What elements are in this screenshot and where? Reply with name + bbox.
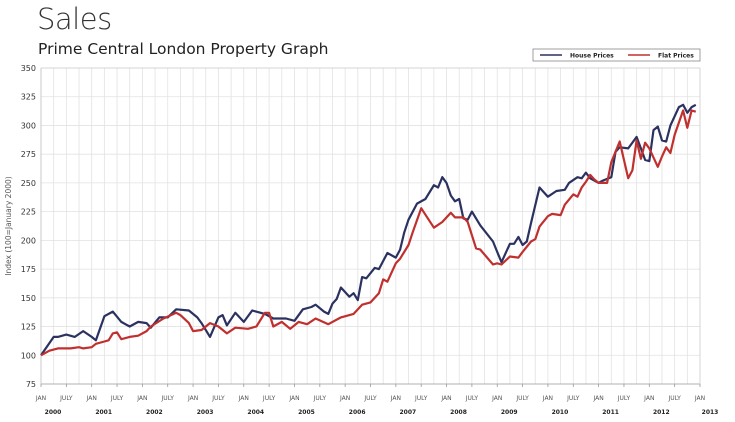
x-year-label: 2008 [450, 409, 467, 416]
chart-subtitle: Prime Central London Property Graph [38, 40, 329, 58]
y-axis-label: Index (100=January 2000) [4, 176, 13, 275]
x-year-label: 2012 [653, 409, 670, 416]
x-tick-label: JULY [110, 395, 124, 402]
x-year-label: 2009 [501, 409, 518, 416]
x-tick-label: JULY [515, 395, 529, 402]
x-tick-label: JAN [35, 395, 46, 402]
x-tick-label: JAN [339, 395, 350, 402]
legend-label: House Prices [570, 53, 614, 60]
y-tick-label: 275 [21, 150, 36, 159]
x-tick-label: JAN [694, 395, 705, 402]
x-tick-label: JAN [86, 395, 97, 402]
series-line-house-prices [40, 103, 697, 356]
x-year-label: 2004 [247, 409, 264, 416]
x-tick-label: JULY [363, 395, 377, 402]
x-tick-label: JULY [566, 395, 580, 402]
x-year-label: 2006 [349, 409, 366, 416]
x-tick-label: JULY [161, 395, 175, 402]
x-tick-label: JULY [414, 395, 428, 402]
y-tick-label: 100 [21, 351, 36, 360]
x-tick-label: JAN [491, 395, 502, 402]
x-tick-label: JULY [667, 395, 681, 402]
y-tick-label: 225 [21, 208, 36, 217]
y-tick-label: 350 [21, 64, 36, 73]
y-tick-label: 175 [21, 265, 36, 274]
x-tick-label: JAN [643, 395, 654, 402]
x-tick-label: JAN [187, 395, 198, 402]
x-year-label: 2013 [702, 409, 719, 416]
y-tick-label: 200 [21, 236, 36, 245]
x-tick-label: JAN [288, 395, 299, 402]
x-tick-label: JULY [465, 395, 479, 402]
x-year-label: 2003 [197, 409, 214, 416]
y-tick-label: 150 [21, 294, 36, 303]
x-tick-label: JAN [390, 395, 401, 402]
x-year-label: 2011 [602, 409, 619, 416]
x-year-label: 2001 [95, 409, 112, 416]
y-tick-label: 250 [21, 179, 36, 188]
x-tick-label: JAN [136, 395, 147, 402]
x-year-label: 2005 [298, 409, 315, 416]
x-tick-label: JULY [59, 395, 73, 402]
x-year-label: 2010 [552, 409, 569, 416]
x-tick-label: JAN [238, 395, 249, 402]
x-tick-label: JAN [542, 395, 553, 402]
y-tick-label: 300 [21, 121, 36, 130]
y-tick-label: 325 [21, 93, 36, 102]
x-tick-label: JULY [211, 395, 225, 402]
x-tick-label: JAN [592, 395, 603, 402]
x-year-label: 2000 [45, 409, 62, 416]
x-tick-label: JULY [313, 395, 327, 402]
y-tick-label: 75 [26, 380, 36, 389]
x-year-label: 2007 [399, 409, 416, 416]
legend-label: Flat Prices [658, 53, 694, 60]
x-year-label: 2002 [146, 409, 163, 416]
x-tick-label: JULY [262, 395, 276, 402]
series-line-flat-prices [40, 109, 697, 357]
page-title: Sales [37, 2, 112, 36]
x-tick-label: JAN [440, 395, 451, 402]
y-tick-label: 125 [21, 323, 36, 332]
legend-box [532, 48, 701, 62]
x-tick-label: JULY [617, 395, 631, 402]
